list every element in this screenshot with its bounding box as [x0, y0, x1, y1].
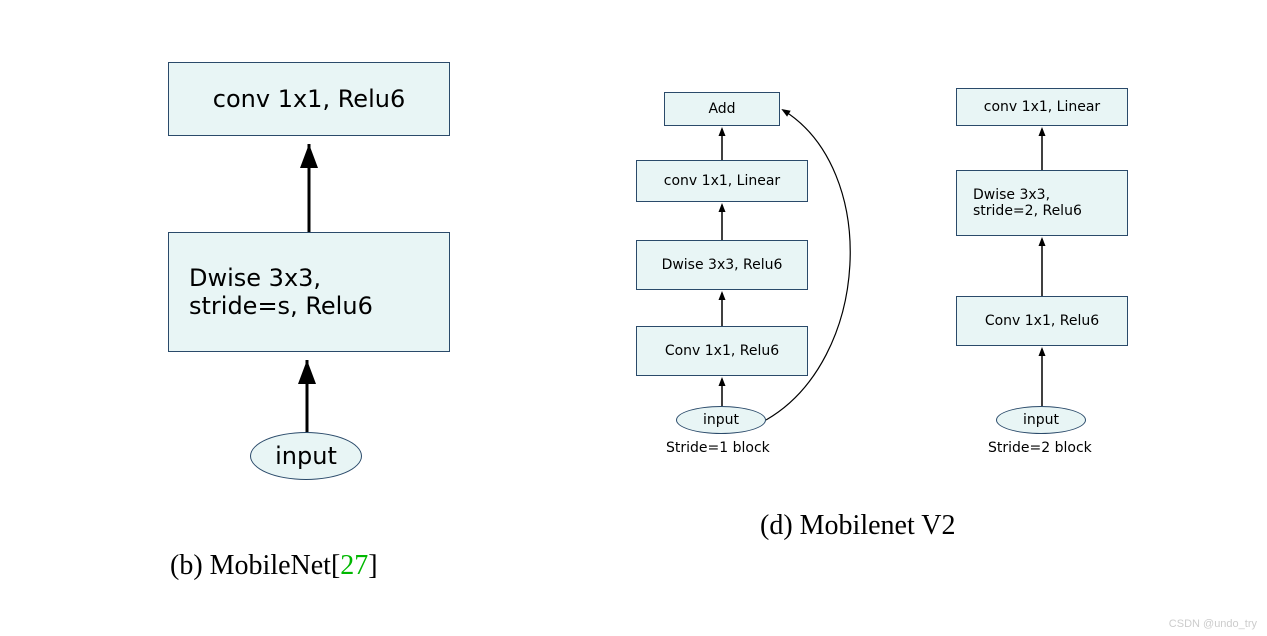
- s1-input-ellipse: input: [676, 406, 766, 434]
- left-conv-label: conv 1x1, Relu6: [213, 85, 405, 113]
- left-caption: (b) MobileNet[27]: [170, 550, 378, 582]
- s2-conv2-label: conv 1x1, Linear: [984, 99, 1100, 115]
- left-dwise-label: Dwise 3x3, stride=s, Relu6: [189, 264, 373, 320]
- s1-dwise-label: Dwise 3x3, Relu6: [662, 257, 783, 273]
- s1-input-label: input: [703, 412, 739, 428]
- s2-dwise-label: Dwise 3x3, stride=2, Relu6: [973, 187, 1082, 219]
- s2-conv1-box: Conv 1x1, Relu6: [956, 296, 1128, 346]
- s2-input-label: input: [1023, 412, 1059, 428]
- watermark: CSDN @undo_try: [1169, 618, 1257, 630]
- right-caption: (d) Mobilenet V2: [760, 510, 955, 542]
- s2-sublabel: Stride=2 block: [988, 440, 1092, 456]
- s2-input-ellipse: input: [996, 406, 1086, 434]
- s1-add-label: Add: [708, 101, 735, 117]
- s1-conv2-label: conv 1x1, Linear: [664, 173, 780, 189]
- left-caption-suffix: ]: [368, 550, 377, 581]
- left-input-label: input: [275, 442, 337, 470]
- s2-conv2-box: conv 1x1, Linear: [956, 88, 1128, 126]
- left-input-ellipse: input: [250, 432, 362, 480]
- s1-conv1-label: Conv 1x1, Relu6: [665, 343, 779, 359]
- s1-add-box: Add: [664, 92, 780, 126]
- left-caption-cite: 27: [340, 550, 368, 581]
- s1-sublabel: Stride=1 block: [666, 440, 770, 456]
- s1-dwise-box: Dwise 3x3, Relu6: [636, 240, 808, 290]
- left-caption-prefix: (b) MobileNet[: [170, 550, 340, 581]
- left-dwise-box: Dwise 3x3, stride=s, Relu6: [168, 232, 450, 352]
- s1-conv1-box: Conv 1x1, Relu6: [636, 326, 808, 376]
- s1-conv2-box: conv 1x1, Linear: [636, 160, 808, 202]
- s2-dwise-box: Dwise 3x3, stride=2, Relu6: [956, 170, 1128, 236]
- left-conv-box: conv 1x1, Relu6: [168, 62, 450, 136]
- s2-conv1-label: Conv 1x1, Relu6: [985, 313, 1099, 329]
